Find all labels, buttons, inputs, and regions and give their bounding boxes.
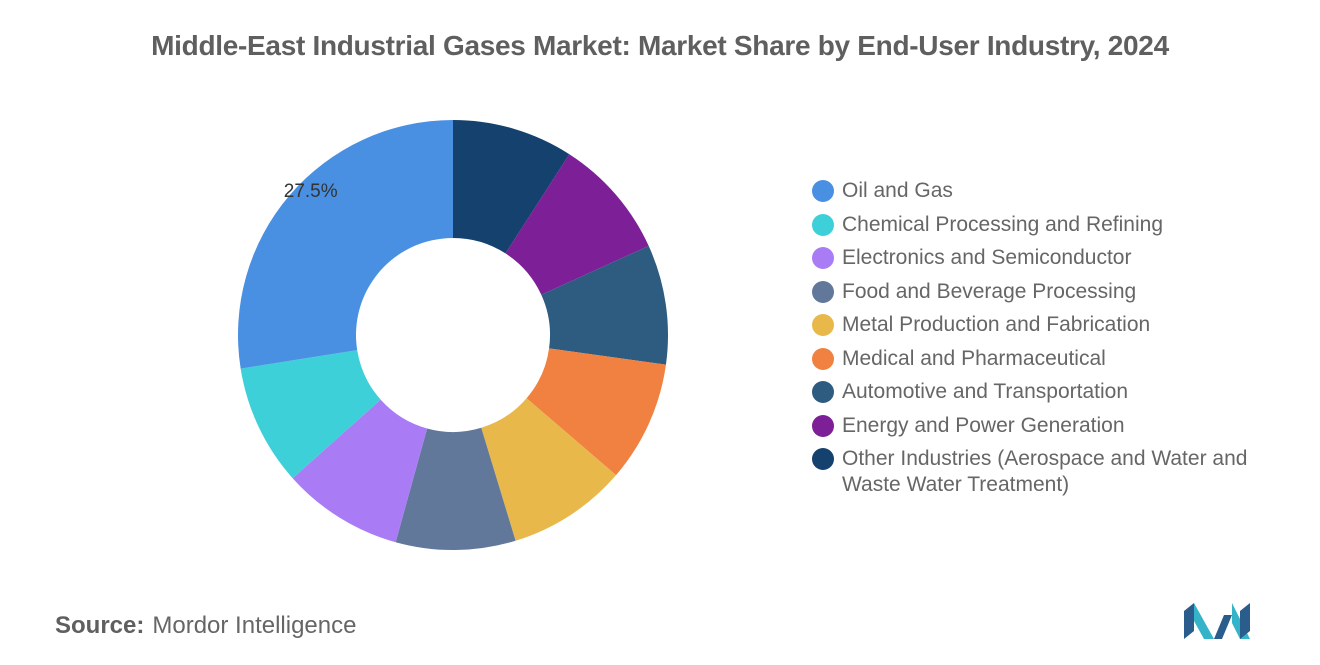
donut-slice: [453, 120, 570, 254]
legend-swatch: [812, 213, 834, 236]
legend-swatch: [812, 280, 834, 303]
legend-swatch: [812, 381, 834, 403]
legend-item: Medical and Pharmaceutical: [812, 346, 1292, 372]
legend-swatch: [812, 347, 834, 370]
legend-item: Energy and Power Generation: [812, 413, 1292, 439]
legend-swatch: [812, 247, 834, 269]
data-label: 27.5%: [284, 181, 338, 202]
legend-label: Food and Beverage Processing: [842, 279, 1137, 303]
donut-slice: [526, 348, 666, 476]
legend-swatch: [812, 314, 834, 336]
legend-swatch: [812, 414, 834, 437]
source-label: Source:: [55, 612, 145, 639]
source-text: Mordor Intelligence: [152, 612, 357, 639]
legend-label: Medical and Pharmaceutical: [842, 346, 1106, 370]
legend-item: Electronics and Semiconductor: [812, 245, 1292, 271]
mordor-intelligence-logo-icon: [1184, 603, 1250, 639]
legend-label: Automotive and Transportation: [842, 380, 1129, 403]
donut-slice: [541, 245, 668, 365]
legend-swatch: [812, 448, 834, 470]
legend-swatch: [812, 180, 834, 202]
legend-label: Metal Production and Fabrication: [842, 313, 1151, 336]
legend-item: Food and Beverage Processing: [812, 279, 1292, 305]
donut-slice: [292, 399, 428, 543]
legend-label: Oil and Gas: [842, 179, 953, 202]
source-note: Source: Mordor Intelligence: [55, 612, 356, 640]
donut-slice: [395, 427, 516, 550]
legend-item: Other Industries (Aerospace and Water an…: [812, 446, 1292, 498]
chart-legend: Oil and Gas Chemical Processing and Refi…: [812, 178, 1292, 506]
legend-item: Automotive and Transportation: [812, 379, 1292, 405]
donut-slice: [240, 350, 381, 479]
donut-slice: [481, 398, 617, 541]
legend-label: Other Industries (Aerospace and Water an…: [842, 447, 1248, 496]
legend-label: Energy and Power Generation: [842, 413, 1125, 437]
donut-slice: [505, 154, 649, 295]
legend-label: Chemical Processing and Refining: [842, 212, 1163, 236]
legend-item: Metal Production and Fabrication: [812, 312, 1292, 338]
donut-slice: [238, 120, 453, 369]
chart-title: Middle-East Industrial Gases Market: Mar…: [151, 30, 1169, 61]
donut-chart: 27.5%: [238, 120, 668, 550]
legend-item: Chemical Processing and Refining: [812, 212, 1292, 238]
legend-item: Oil and Gas: [812, 178, 1292, 204]
legend-label: Electronics and Semiconductor: [842, 246, 1132, 269]
